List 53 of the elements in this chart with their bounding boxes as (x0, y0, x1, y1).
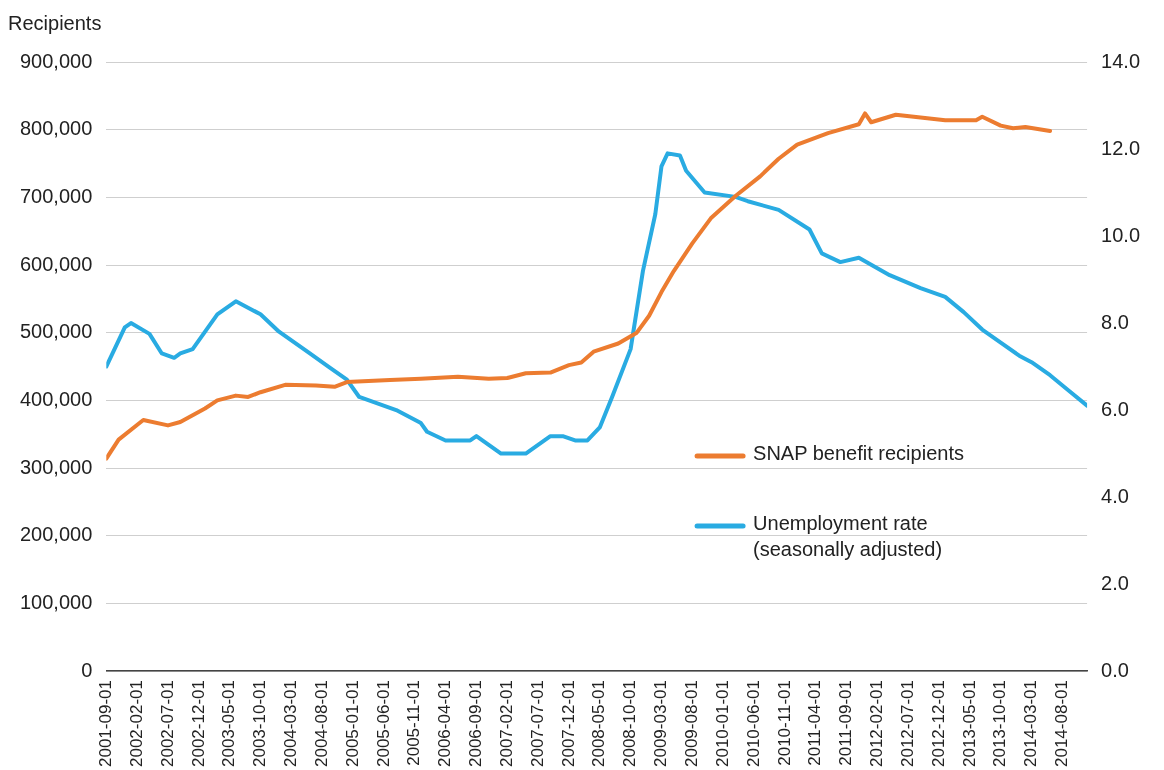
x-tick-label: 2003-10-01 (250, 680, 270, 768)
y-axis-title: Recipients (8, 11, 102, 34)
x-tick-label: 2013-05-01 (959, 680, 979, 768)
x-tick-label: 2012-07-01 (897, 680, 917, 768)
x-tick-label: 2004-03-01 (281, 680, 301, 768)
y2-tick-label: 2.0 (1101, 571, 1129, 594)
y2-tick-label: 4.0 (1101, 484, 1129, 507)
x-tick-label: 2011-09-01 (836, 680, 856, 766)
x-tick-label: 2014-03-01 (1021, 680, 1041, 768)
y-tick-label: 800,000 (20, 117, 93, 140)
x-tick-label: 2010-06-01 (743, 680, 763, 768)
x-tick-label: 2008-05-01 (589, 680, 609, 768)
x-tick-label: 2009-08-01 (681, 680, 701, 768)
y-tick-label: 300,000 (20, 455, 93, 478)
x-tick-label: 2005-11-01 (404, 680, 424, 766)
x-tick-label: 2002-07-01 (157, 680, 177, 768)
x-tick-label: 2004-08-01 (311, 680, 331, 768)
y2-tick-label: 14.0 (1101, 49, 1141, 72)
x-tick-label: 2006-09-01 (466, 680, 486, 768)
y-tick-label: 600,000 (20, 252, 93, 275)
x-tick-label: 2012-02-01 (867, 680, 887, 768)
y2-tick-label: 10.0 (1101, 223, 1141, 246)
x-tick-label: 2007-12-01 (558, 680, 578, 768)
x-tick-label: 2007-02-01 (496, 680, 516, 768)
y2-tick-label: 0.0 (1101, 658, 1129, 681)
x-tick-label: 2003-05-01 (219, 680, 239, 768)
x-tick-label: 2005-01-01 (342, 680, 362, 768)
y-tick-label: 200,000 (20, 523, 93, 546)
x-tick-label: 2006-04-01 (435, 680, 455, 768)
y2-tick-label: 8.0 (1101, 310, 1129, 333)
y-tick-label: 0 (81, 658, 93, 681)
x-tick-label: 2001-09-01 (95, 680, 115, 768)
x-tick-label: 2010-01-01 (712, 680, 732, 768)
legend-label: Unemployment rate (seasonally adjusted) (753, 511, 943, 560)
x-tick-label: 2008-10-01 (620, 680, 640, 768)
y-tick-label: 700,000 (20, 184, 93, 207)
y2-tick-label: 6.0 (1101, 397, 1129, 420)
x-tick-label: 2005-06-01 (373, 680, 393, 768)
x-tick-label: 2013-10-01 (990, 680, 1010, 768)
legend-label: SNAP benefit recipients (753, 441, 964, 464)
x-tick-label: 2009-03-01 (651, 680, 671, 768)
x-tick-label: 2007-07-01 (527, 680, 547, 768)
y-tick-label: 900,000 (20, 49, 93, 72)
x-tick-label: 2010-11-01 (774, 680, 794, 766)
x-tick-label: 2011-04-01 (805, 680, 825, 766)
y-tick-label: 500,000 (20, 320, 93, 343)
y2-tick-label: 12.0 (1101, 136, 1141, 159)
x-tick-label: 2012-12-01 (928, 680, 948, 768)
y-tick-label: 400,000 (20, 387, 93, 410)
y-tick-label: 100,000 (20, 590, 93, 613)
x-tick-label: 2002-02-01 (126, 680, 146, 768)
x-tick-label: 2014-08-01 (1052, 680, 1072, 768)
x-tick-label: 2002-12-01 (188, 680, 208, 768)
